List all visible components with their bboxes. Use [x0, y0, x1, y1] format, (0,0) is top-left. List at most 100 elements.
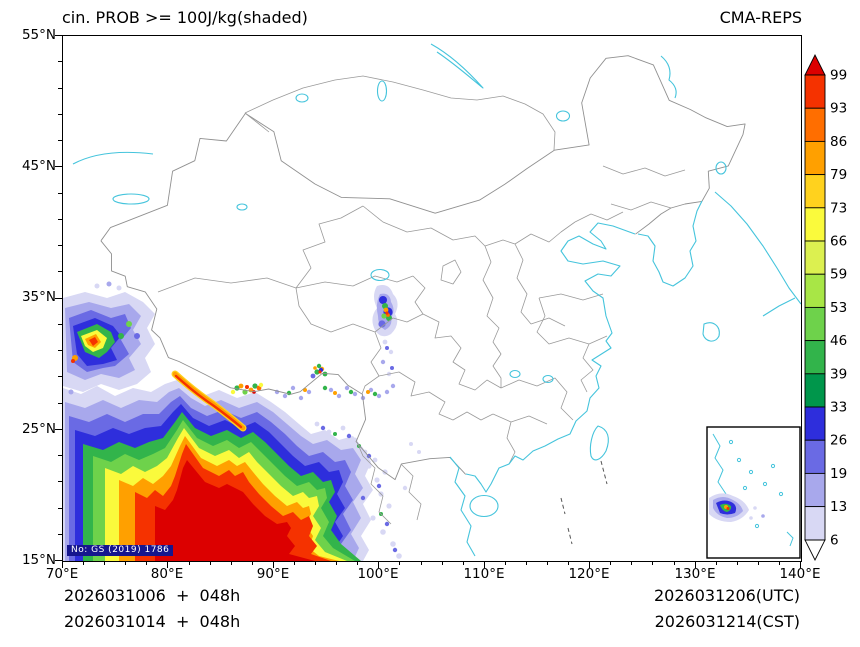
colorbar-segment [804, 74, 826, 109]
colorbar-label: 66 [830, 234, 847, 250]
lon-tick [399, 561, 401, 565]
colorbar-segment [804, 306, 826, 342]
lat-tick [58, 323, 62, 325]
lat-tick [58, 376, 62, 378]
shaded-field-edge-speckles [314, 421, 421, 559]
map-canvas [63, 43, 801, 561]
lon-tick [694, 561, 696, 568]
colorbar-label: 99 [830, 68, 847, 84]
lat-axis-label-35: 35°N [21, 289, 56, 305]
lat-tick [55, 35, 62, 36]
lat-tick [58, 402, 62, 404]
lon-tick [631, 561, 633, 565]
lat-tick [58, 481, 62, 483]
lon-tick [230, 561, 232, 565]
lon-tick [441, 561, 443, 565]
lon-tick [188, 561, 190, 565]
colorbar-label: 86 [830, 134, 847, 150]
lon-tick [209, 561, 211, 565]
lon-tick [673, 561, 675, 565]
lon-tick [336, 561, 338, 565]
footer-init-utc: 2026031006 + 048h [64, 586, 241, 605]
footer-valid-utc: 2026031206(UTC) [654, 586, 800, 605]
lon-tick [146, 561, 148, 565]
colorbar-segment [804, 439, 826, 474]
lon-tick [715, 561, 717, 565]
lat-tick [55, 166, 62, 168]
province-borders [157, 75, 686, 525]
lon-tick [315, 561, 316, 565]
footer-init-cst: 2026031014 + 048h [64, 612, 241, 631]
lat-tick [58, 271, 62, 273]
colorbar-label: 53 [830, 300, 847, 316]
shaded-field-kashmir [63, 281, 155, 401]
lon-tick [293, 561, 295, 565]
lon-axis-label-90: 90°E [256, 566, 290, 582]
lon-axis-label-80: 80°E [150, 566, 184, 582]
lat-tick [58, 455, 62, 456]
colorbar-label: 79 [830, 167, 847, 183]
shaded-field-qinghai-patch [372, 285, 398, 389]
lat-axis-label-15: 15°N [21, 552, 56, 568]
lon-axis-label-70: 70°E [45, 566, 79, 582]
lon-tick [525, 561, 527, 565]
colorbar-label: 39 [830, 366, 847, 382]
lon-tick [125, 561, 127, 565]
colorbar-label: 19 [830, 466, 847, 482]
colorbar-label: 13 [830, 499, 847, 515]
lon-axis-label-140: 140°E [779, 566, 821, 582]
lon-tick [568, 561, 570, 565]
lon-tick [272, 561, 274, 568]
colorbar: 99 93 86 79 73 66 59 53 46 39 33 26 19 1… [804, 53, 847, 562]
colorbar-over-triangle [804, 53, 826, 76]
lon-tick [378, 561, 380, 568]
lat-tick [58, 192, 62, 194]
coastline [72, 43, 801, 557]
colorbar-label: 6 [830, 532, 839, 548]
lat-tick [58, 245, 62, 246]
lat-tick [55, 297, 62, 299]
lat-tick [55, 428, 62, 430]
lon-tick [589, 561, 591, 568]
colorbar-label: 59 [830, 267, 847, 283]
lon-axis-label-120: 120°E [568, 566, 610, 582]
colorbar-segment [804, 406, 826, 441]
lon-tick [736, 561, 738, 565]
lat-tick [55, 560, 62, 561]
lon-tick [800, 561, 801, 568]
footer-valid-cst: 2026031214(CST) [654, 612, 800, 631]
colorbar-segment [804, 340, 826, 375]
colorbar-segment [804, 107, 826, 142]
lon-tick [357, 561, 359, 565]
colorbar-label: 26 [830, 433, 847, 449]
colorbar-segment [804, 240, 826, 275]
lon-tick [251, 561, 253, 565]
colorbar-segment [804, 207, 826, 242]
lon-axis-label-110: 110°E [463, 566, 505, 582]
lat-tick [58, 507, 62, 509]
lon-tick [83, 561, 85, 565]
lat-tick [58, 113, 62, 115]
lat-axis-label-45: 45°N [21, 158, 56, 174]
lat-axis-label-25: 25°N [21, 421, 56, 437]
lat-tick [58, 140, 62, 141]
lon-tick [757, 561, 759, 565]
colorbar-segment [804, 373, 826, 408]
national-border [100, 55, 746, 481]
colorbar-label: 93 [830, 101, 847, 117]
lon-tick [483, 561, 485, 568]
lon-tick [610, 561, 612, 565]
map-plot-area [62, 35, 802, 562]
lat-tick [58, 218, 62, 220]
colorbar-label: 73 [830, 200, 847, 216]
lat-tick [58, 533, 62, 535]
lon-tick [547, 561, 548, 565]
colorbar-under-triangle [804, 539, 826, 562]
colorbar-segment [804, 506, 826, 541]
lon-tick [104, 561, 106, 565]
lon-axis-label-100: 100°E [357, 566, 399, 582]
maritime-dashed-line [560, 460, 608, 545]
lat-axis-label-55: 55°N [21, 27, 56, 43]
colorbar-label: 46 [830, 333, 847, 349]
